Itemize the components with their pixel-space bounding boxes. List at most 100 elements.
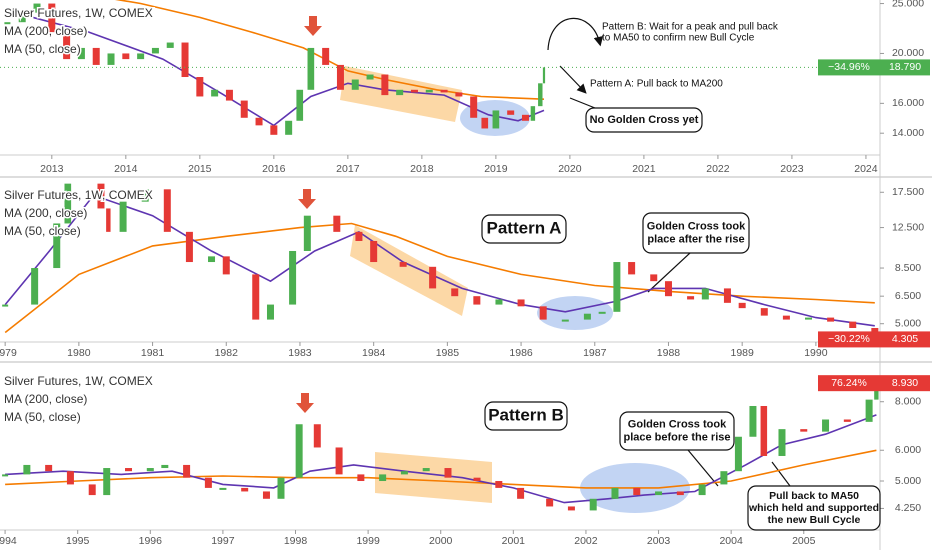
price-candle xyxy=(517,487,525,499)
price-candle xyxy=(18,12,26,23)
last-price-label: 8.930 xyxy=(892,377,918,389)
price-candle xyxy=(33,3,41,13)
price-candle xyxy=(185,231,193,263)
x-tick-label: 1987 xyxy=(583,347,607,359)
legend-entry: MA (50, close) xyxy=(4,410,81,424)
price-candle xyxy=(196,77,204,97)
price-candle xyxy=(422,468,430,472)
price-candle xyxy=(183,464,191,478)
price-candle xyxy=(2,304,9,307)
y-tick-label: 12.500 xyxy=(892,221,924,233)
annotation-text: which held and supported xyxy=(748,502,879,514)
price-candle xyxy=(88,484,96,496)
price-candle xyxy=(451,288,459,297)
x-tick-label: 2013 xyxy=(40,163,64,175)
x-tick-label: 2015 xyxy=(188,163,212,175)
price-candle xyxy=(738,302,746,309)
price-candle xyxy=(241,487,249,492)
price-candle xyxy=(45,464,53,472)
price-candle xyxy=(266,304,274,320)
legend-entry: MA (50, close) xyxy=(4,224,81,238)
price-candle xyxy=(400,471,408,475)
price-candle xyxy=(843,419,851,422)
price-candle xyxy=(805,317,813,320)
last-price-label: 18.790 xyxy=(889,61,921,73)
price-candle xyxy=(455,92,463,97)
x-tick-label: 1998 xyxy=(284,535,308,547)
price-candle xyxy=(734,436,742,472)
legend-entry: Silver Futures, 1W, COMEX xyxy=(4,6,153,20)
price-candle xyxy=(676,491,684,496)
price-candle xyxy=(222,256,230,275)
price-candle xyxy=(322,47,330,65)
price-candle xyxy=(778,429,786,456)
annotation-text: the new Bull Cycle xyxy=(768,514,861,526)
price-candle xyxy=(521,114,529,121)
annotation-text: to MA50 to confirm new Bull Cycle xyxy=(602,33,755,44)
price-candle xyxy=(208,256,216,263)
price-candle xyxy=(211,89,219,97)
x-tick-label: 1995 xyxy=(66,535,90,547)
last-price-label: 4.305 xyxy=(892,333,918,345)
x-tick-label: 2003 xyxy=(647,535,671,547)
price-candle xyxy=(262,491,270,499)
price-candle xyxy=(760,405,768,456)
price-candle xyxy=(611,487,619,499)
price-candle xyxy=(440,89,448,93)
x-tick-label: 2004 xyxy=(719,535,743,547)
x-tick-label: 2023 xyxy=(780,163,804,175)
x-tick-label: 2020 xyxy=(558,163,582,175)
plot-area xyxy=(2,383,879,511)
price-candle xyxy=(92,47,100,65)
price-candle xyxy=(166,42,174,48)
price-candle xyxy=(303,215,311,251)
x-tick-label: 2002 xyxy=(574,535,598,547)
price-candle xyxy=(381,74,389,96)
x-tick-label: 2014 xyxy=(114,163,138,175)
x-tick-label: 2017 xyxy=(336,163,360,175)
x-tick-label: 2024 xyxy=(854,163,878,175)
price-candle xyxy=(161,464,169,469)
price-candle xyxy=(97,183,105,209)
x-tick-label: 1984 xyxy=(362,347,386,359)
price-candle xyxy=(473,296,481,305)
price-candle xyxy=(473,477,481,482)
plot-area xyxy=(2,183,879,340)
x-tick-label: 2005 xyxy=(792,535,816,547)
x-tick-label: 1979 xyxy=(0,347,17,359)
price-candle xyxy=(561,319,569,322)
price-candle xyxy=(874,383,879,400)
annotation-text: Pattern B xyxy=(488,405,564,424)
price-candle xyxy=(48,3,56,33)
price-candle xyxy=(125,468,133,472)
price-candle xyxy=(492,110,500,129)
moving-average-line xyxy=(5,449,877,489)
x-tick-label: 1981 xyxy=(141,347,165,359)
annotation-box xyxy=(585,107,703,133)
x-tick-label: 1985 xyxy=(436,347,460,359)
x-tick-label: 2018 xyxy=(410,163,434,175)
price-candle xyxy=(296,89,304,121)
annotation-box xyxy=(747,485,881,531)
price-candle xyxy=(567,506,575,511)
legend-entry: MA (200, close) xyxy=(4,206,87,220)
price-candle xyxy=(137,53,145,60)
legend-entry: Silver Futures, 1W, COMEX xyxy=(4,374,153,388)
price-candle xyxy=(31,268,39,305)
x-tick-label: 2021 xyxy=(632,163,656,175)
change-label: −34.96% xyxy=(828,61,870,73)
price-candle xyxy=(270,125,278,135)
price-candle xyxy=(720,471,728,485)
price-candle xyxy=(396,89,404,96)
price-candle xyxy=(333,215,341,232)
price-candle xyxy=(240,100,248,118)
legend-entry: Silver Futures, 1W, COMEX xyxy=(4,188,153,202)
price-candle xyxy=(598,311,606,314)
price-candle xyxy=(4,22,11,25)
price-candle xyxy=(822,419,830,432)
y-tick-label: 20.000 xyxy=(892,47,924,59)
annotation-text: No Golden Cross yet xyxy=(590,114,699,126)
annotation-text: Pattern A xyxy=(487,218,562,237)
price-candle xyxy=(701,288,709,300)
y-tick-label: 8.000 xyxy=(895,396,921,408)
